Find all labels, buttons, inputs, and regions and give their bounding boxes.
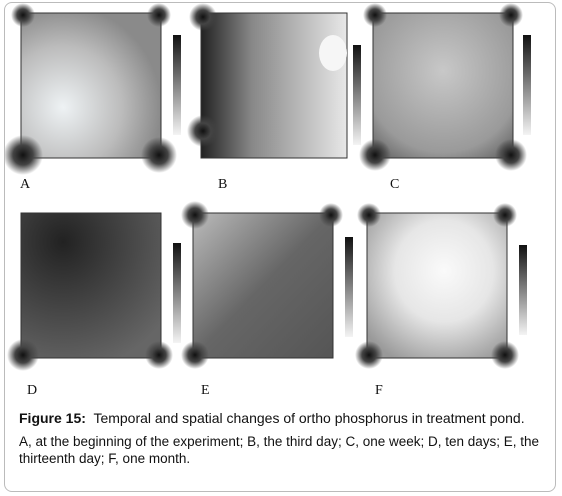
figure-panels <box>5 3 531 371</box>
panel-label: D <box>27 383 38 398</box>
plot-b <box>187 3 361 159</box>
caption-description: A, at the beginning of the experiment; B… <box>19 434 540 466</box>
caption: Figure 15: Temporal and spatial changes … <box>19 409 549 467</box>
panel-label: E <box>201 383 210 398</box>
plot-c <box>359 3 531 171</box>
plot-f <box>355 203 527 369</box>
caption-title: Figure 15: <box>19 410 86 426</box>
figure: A B C D E F Figure 15: Temporal and spat… <box>4 2 556 492</box>
panel-label: A <box>20 177 31 192</box>
caption-text: Temporal and spatial changes of ortho ph… <box>93 410 525 426</box>
panel-label: F <box>375 383 383 398</box>
panel-label: B <box>218 177 228 192</box>
plot-a <box>5 3 181 175</box>
plot-d <box>7 212 181 371</box>
plot-e <box>181 201 353 369</box>
panel-label: C <box>390 177 400 192</box>
